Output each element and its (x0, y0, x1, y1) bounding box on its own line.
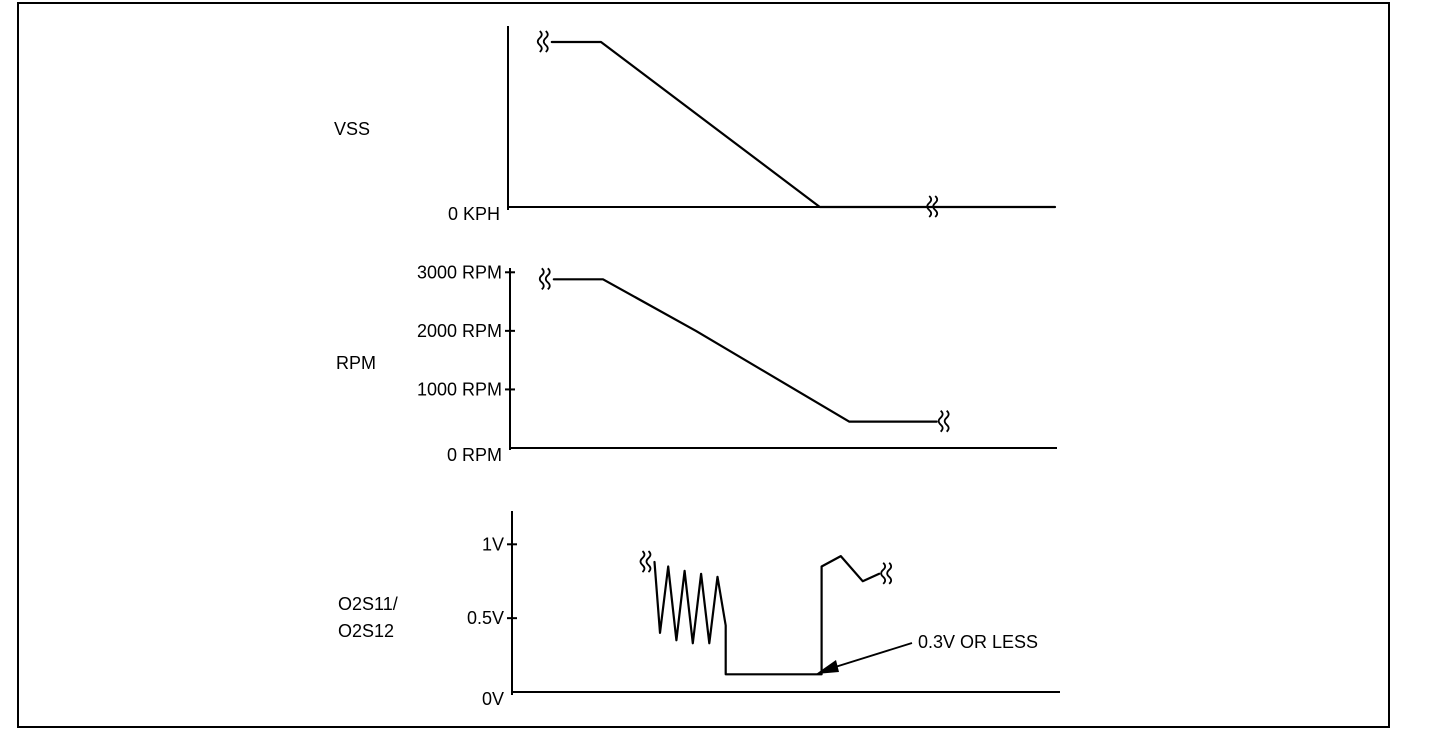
vss-panel: VSS 0 KPH (334, 26, 1057, 224)
vss-baseline-label: 0 KPH (448, 204, 500, 224)
vss-trace (550, 40, 1057, 209)
rpm-tick-label-0: 0 RPM (447, 445, 502, 465)
o2s-break-start (639, 550, 652, 573)
o2s-tick-label-0: 0V (482, 689, 504, 709)
rpm-break-end (937, 409, 950, 433)
annotation-arrowhead (816, 660, 839, 674)
o2s-panel: O2S11/ O2S12 0V 0.5V 1V 0.3V OR LESS (338, 511, 1060, 709)
o2s-ticks: 0V 0.5V 1V (467, 534, 517, 709)
rpm-tick-label-3: 3000 RPM (417, 262, 502, 282)
vss-label: VSS (334, 119, 370, 139)
rpm-break-start (538, 267, 551, 290)
vss-break-start (536, 30, 549, 53)
annotation-label: 0.3V OR LESS (918, 632, 1038, 652)
rpm-trace (552, 278, 938, 423)
o2s-break-end (880, 562, 893, 585)
rpm-ticks: 0 RPM 1000 RPM 2000 RPM 3000 RPM (417, 262, 515, 465)
o2s-label-line2: O2S12 (338, 621, 394, 641)
rpm-label: RPM (336, 353, 376, 373)
o2s-label-line1: O2S11/ (338, 594, 398, 614)
rpm-panel: RPM 0 RPM 1000 RPM 2000 RPM 3000 RPM (336, 262, 1057, 465)
annotation-arrow-line (831, 642, 913, 669)
rpm-tick-label-2: 2000 RPM (417, 321, 502, 341)
rpm-tick-label-1: 1000 RPM (417, 379, 502, 399)
o2s-tick-label-2: 1V (482, 534, 504, 554)
o2s-tick-label-1: 0.5V (467, 608, 504, 628)
o2s-trace (653, 555, 881, 676)
figure-frame (17, 2, 1390, 728)
